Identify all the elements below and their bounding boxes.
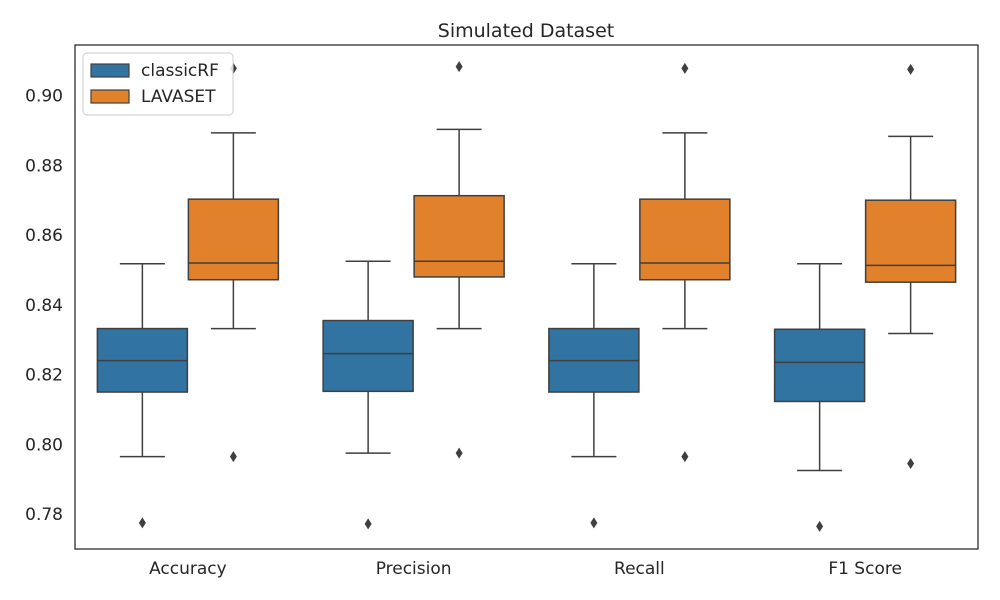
- outlier-point: [138, 517, 146, 529]
- box-iqr: [413, 194, 505, 278]
- legend-swatch: [90, 89, 130, 104]
- box-group-LAVASET-1: [413, 61, 505, 459]
- box-group-LAVASET-2: [639, 62, 731, 463]
- outlier-point: [455, 447, 463, 459]
- plot-area: [96, 61, 957, 532]
- outlier-point: [681, 62, 689, 74]
- box-iqr: [864, 199, 957, 283]
- y-tick-label: 0.78: [25, 505, 63, 525]
- box-group-LAVASET-3: [864, 63, 957, 470]
- x-category-label: F1 Score: [828, 559, 902, 579]
- y-tick-label: 0.86: [25, 226, 63, 246]
- box-iqr: [639, 198, 731, 281]
- x-category-label: Precision: [376, 559, 452, 579]
- y-tick-label: 0.90: [25, 87, 63, 107]
- box-group-classicRF-3: [773, 262, 866, 532]
- legend-swatch: [90, 63, 130, 78]
- y-tick-label: 0.88: [25, 156, 63, 176]
- axes: 0.78 0.80 0.82 0.84 0.86 0.88 0.90 Accuracy Prec…: [25, 44, 979, 579]
- outlier-point: [907, 63, 915, 75]
- y-tick-label: 0.80: [25, 435, 63, 455]
- x-category-label: Accuracy: [149, 559, 227, 579]
- legend-label: classicRF: [141, 61, 219, 81]
- box-iqr: [322, 319, 414, 393]
- outlier-point: [681, 451, 689, 463]
- legend-label: LAVASET: [141, 87, 216, 107]
- box-group-classicRF-0: [96, 262, 189, 529]
- legend: classicRF LAVASET: [82, 52, 234, 116]
- outlier-point: [229, 451, 237, 463]
- plot-frame: [74, 44, 979, 550]
- box-iqr: [187, 198, 280, 281]
- box-group-classicRF-2: [548, 262, 640, 529]
- outlier-point: [907, 458, 915, 470]
- outlier-point: [816, 520, 824, 532]
- x-category-label: Recall: [614, 559, 665, 579]
- outlier-point: [590, 517, 598, 529]
- y-tick-label: 0.84: [25, 296, 63, 316]
- box-iqr: [773, 328, 866, 403]
- outlier-point: [364, 518, 372, 530]
- box-group-classicRF-1: [322, 260, 414, 530]
- outlier-point: [455, 61, 463, 73]
- chart-title: Simulated Dataset: [438, 20, 614, 42]
- y-tick-label: 0.82: [25, 366, 63, 386]
- box-group-LAVASET-0: [187, 62, 280, 463]
